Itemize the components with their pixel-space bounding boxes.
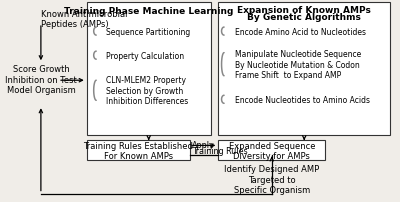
Text: Sequence Partitioning: Sequence Partitioning	[106, 27, 190, 36]
Bar	[218, 3, 390, 136]
Text: Encode Amino Acid to Nucleotides: Encode Amino Acid to Nucleotides	[235, 27, 366, 36]
Text: Score Growth
Inhibition on Test
Model Organism: Score Growth Inhibition on Test Model Or…	[5, 65, 77, 95]
Text: Property Calculation: Property Calculation	[106, 51, 184, 60]
Bar	[87, 3, 211, 136]
Text: Training Rules Established
For Known AMPs: Training Rules Established For Known AMP…	[83, 141, 193, 160]
Text: Identify Designed AMP
Targeted to
Specific Organism: Identify Designed AMP Targeted to Specif…	[224, 165, 320, 194]
Text: Expansion of Known AMPs: Expansion of Known AMPs	[237, 6, 371, 15]
Text: Training Phase Machine Learning: Training Phase Machine Learning	[64, 7, 233, 16]
Text: CLN-MLEM2 Property
Selection by Growth
Inhibition Differences: CLN-MLEM2 Property Selection by Growth I…	[106, 76, 188, 106]
Text: Known Antimicrobial
Peptides (AMPs): Known Antimicrobial Peptides (AMPs)	[41, 10, 127, 29]
Text: By Genetic Algorithms: By Genetic Algorithms	[247, 13, 361, 22]
Text: Expanded Sequence
Diversity for AMPs: Expanded Sequence Diversity for AMPs	[228, 141, 315, 160]
Text: Encode Nucleotides to Amino Acids: Encode Nucleotides to Amino Acids	[235, 95, 370, 104]
Bar	[218, 141, 325, 161]
Text: Training Rules: Training Rules	[192, 146, 247, 155]
Bar	[87, 141, 190, 161]
Text: Manipulate Nucleotide Sequence
By Nucleotide Mutation & Codon
Frame Shift  to Ex: Manipulate Nucleotide Sequence By Nucleo…	[235, 50, 361, 80]
Text: Apply: Apply	[192, 140, 214, 149]
